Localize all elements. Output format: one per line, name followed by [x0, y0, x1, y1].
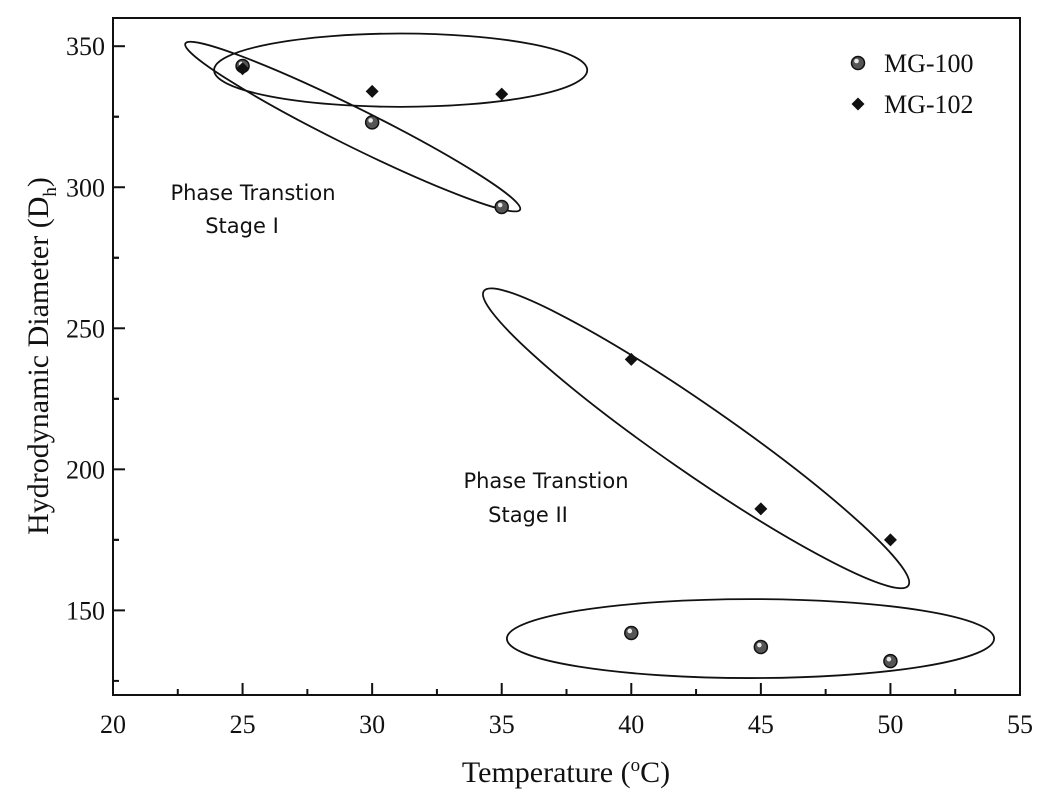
x-tick-label: 50: [877, 710, 903, 739]
x-tick-label: 40: [618, 710, 644, 739]
x-axis-label-superscript: o: [631, 755, 641, 776]
x-tick-label: 25: [230, 710, 256, 739]
point-mg-100: [753, 639, 769, 655]
y-tick-label: 350: [66, 32, 105, 61]
point-mg-100: [494, 199, 509, 215]
axis-ticks: 20 25 30 35 40 45 50 55 150 200 250 300 350: [66, 32, 1033, 739]
plot-area-frame: [112, 17, 1021, 696]
x-tick-label: 45: [748, 710, 774, 739]
y-axis-label-text: Hydrodynamic Diameter (D: [22, 197, 55, 535]
x-tick-label: 35: [489, 710, 515, 739]
ellipse-stage2-mg100: [505, 598, 995, 679]
point-mg-102: [883, 533, 897, 547]
x-tick-label: 30: [359, 710, 385, 739]
point-mg-102: [495, 87, 509, 101]
annotation-stage-1: Phase Transtion Stage I: [170, 181, 335, 238]
y-axis-label-subscript: h: [40, 187, 61, 197]
x-tick-label: 20: [100, 710, 126, 739]
point-mg-102: [754, 502, 768, 516]
data-points: [235, 58, 898, 669]
y-axis-label-tail: ): [22, 177, 55, 187]
x-axis-label: Temperature (oC): [462, 755, 670, 789]
annotation-stage-1-line1: Phase Transtion: [170, 181, 335, 205]
ellipse-stage1-mg102: [213, 32, 589, 108]
annotation-stage-2-line1: Phase Transtion: [463, 469, 628, 493]
point-mg-100: [883, 653, 898, 669]
annotation-stage-2: Phase Transtion Stage II: [463, 469, 628, 527]
ellipse-stage1-mg100: [184, 40, 522, 213]
annotation-stage-2-line2: Stage II: [488, 503, 568, 527]
point-mg-102: [365, 84, 379, 98]
legend-label-mg-102: MG-102: [884, 90, 974, 119]
point-mg-102: [624, 352, 638, 366]
point-mg-100: [624, 625, 639, 641]
y-tick-label: 200: [66, 455, 105, 484]
x-tick-label: 55: [1007, 710, 1033, 739]
annotation-stage-1-line2: Stage I: [205, 214, 279, 238]
point-mg-100: [364, 115, 380, 130]
legend-label-mg-100: MG-100: [884, 49, 974, 78]
ellipse-stage2-mg102: [482, 287, 911, 590]
legend-marker-mg-100: [850, 55, 866, 71]
x-axis-label-text: Temperature (: [462, 756, 631, 789]
y-tick-label: 150: [66, 596, 105, 625]
y-axis-label: Hydrodynamic Diameter (Dh): [22, 177, 61, 535]
x-axis-label-tail: C): [640, 756, 670, 789]
y-tick-label: 300: [66, 173, 105, 202]
grouping-ellipses: [184, 32, 995, 679]
legend: MG-100 MG-102: [850, 49, 974, 119]
y-tick-label: 250: [66, 314, 105, 343]
point-mg-102: [236, 62, 250, 76]
legend-marker-mg-102: [851, 97, 865, 111]
